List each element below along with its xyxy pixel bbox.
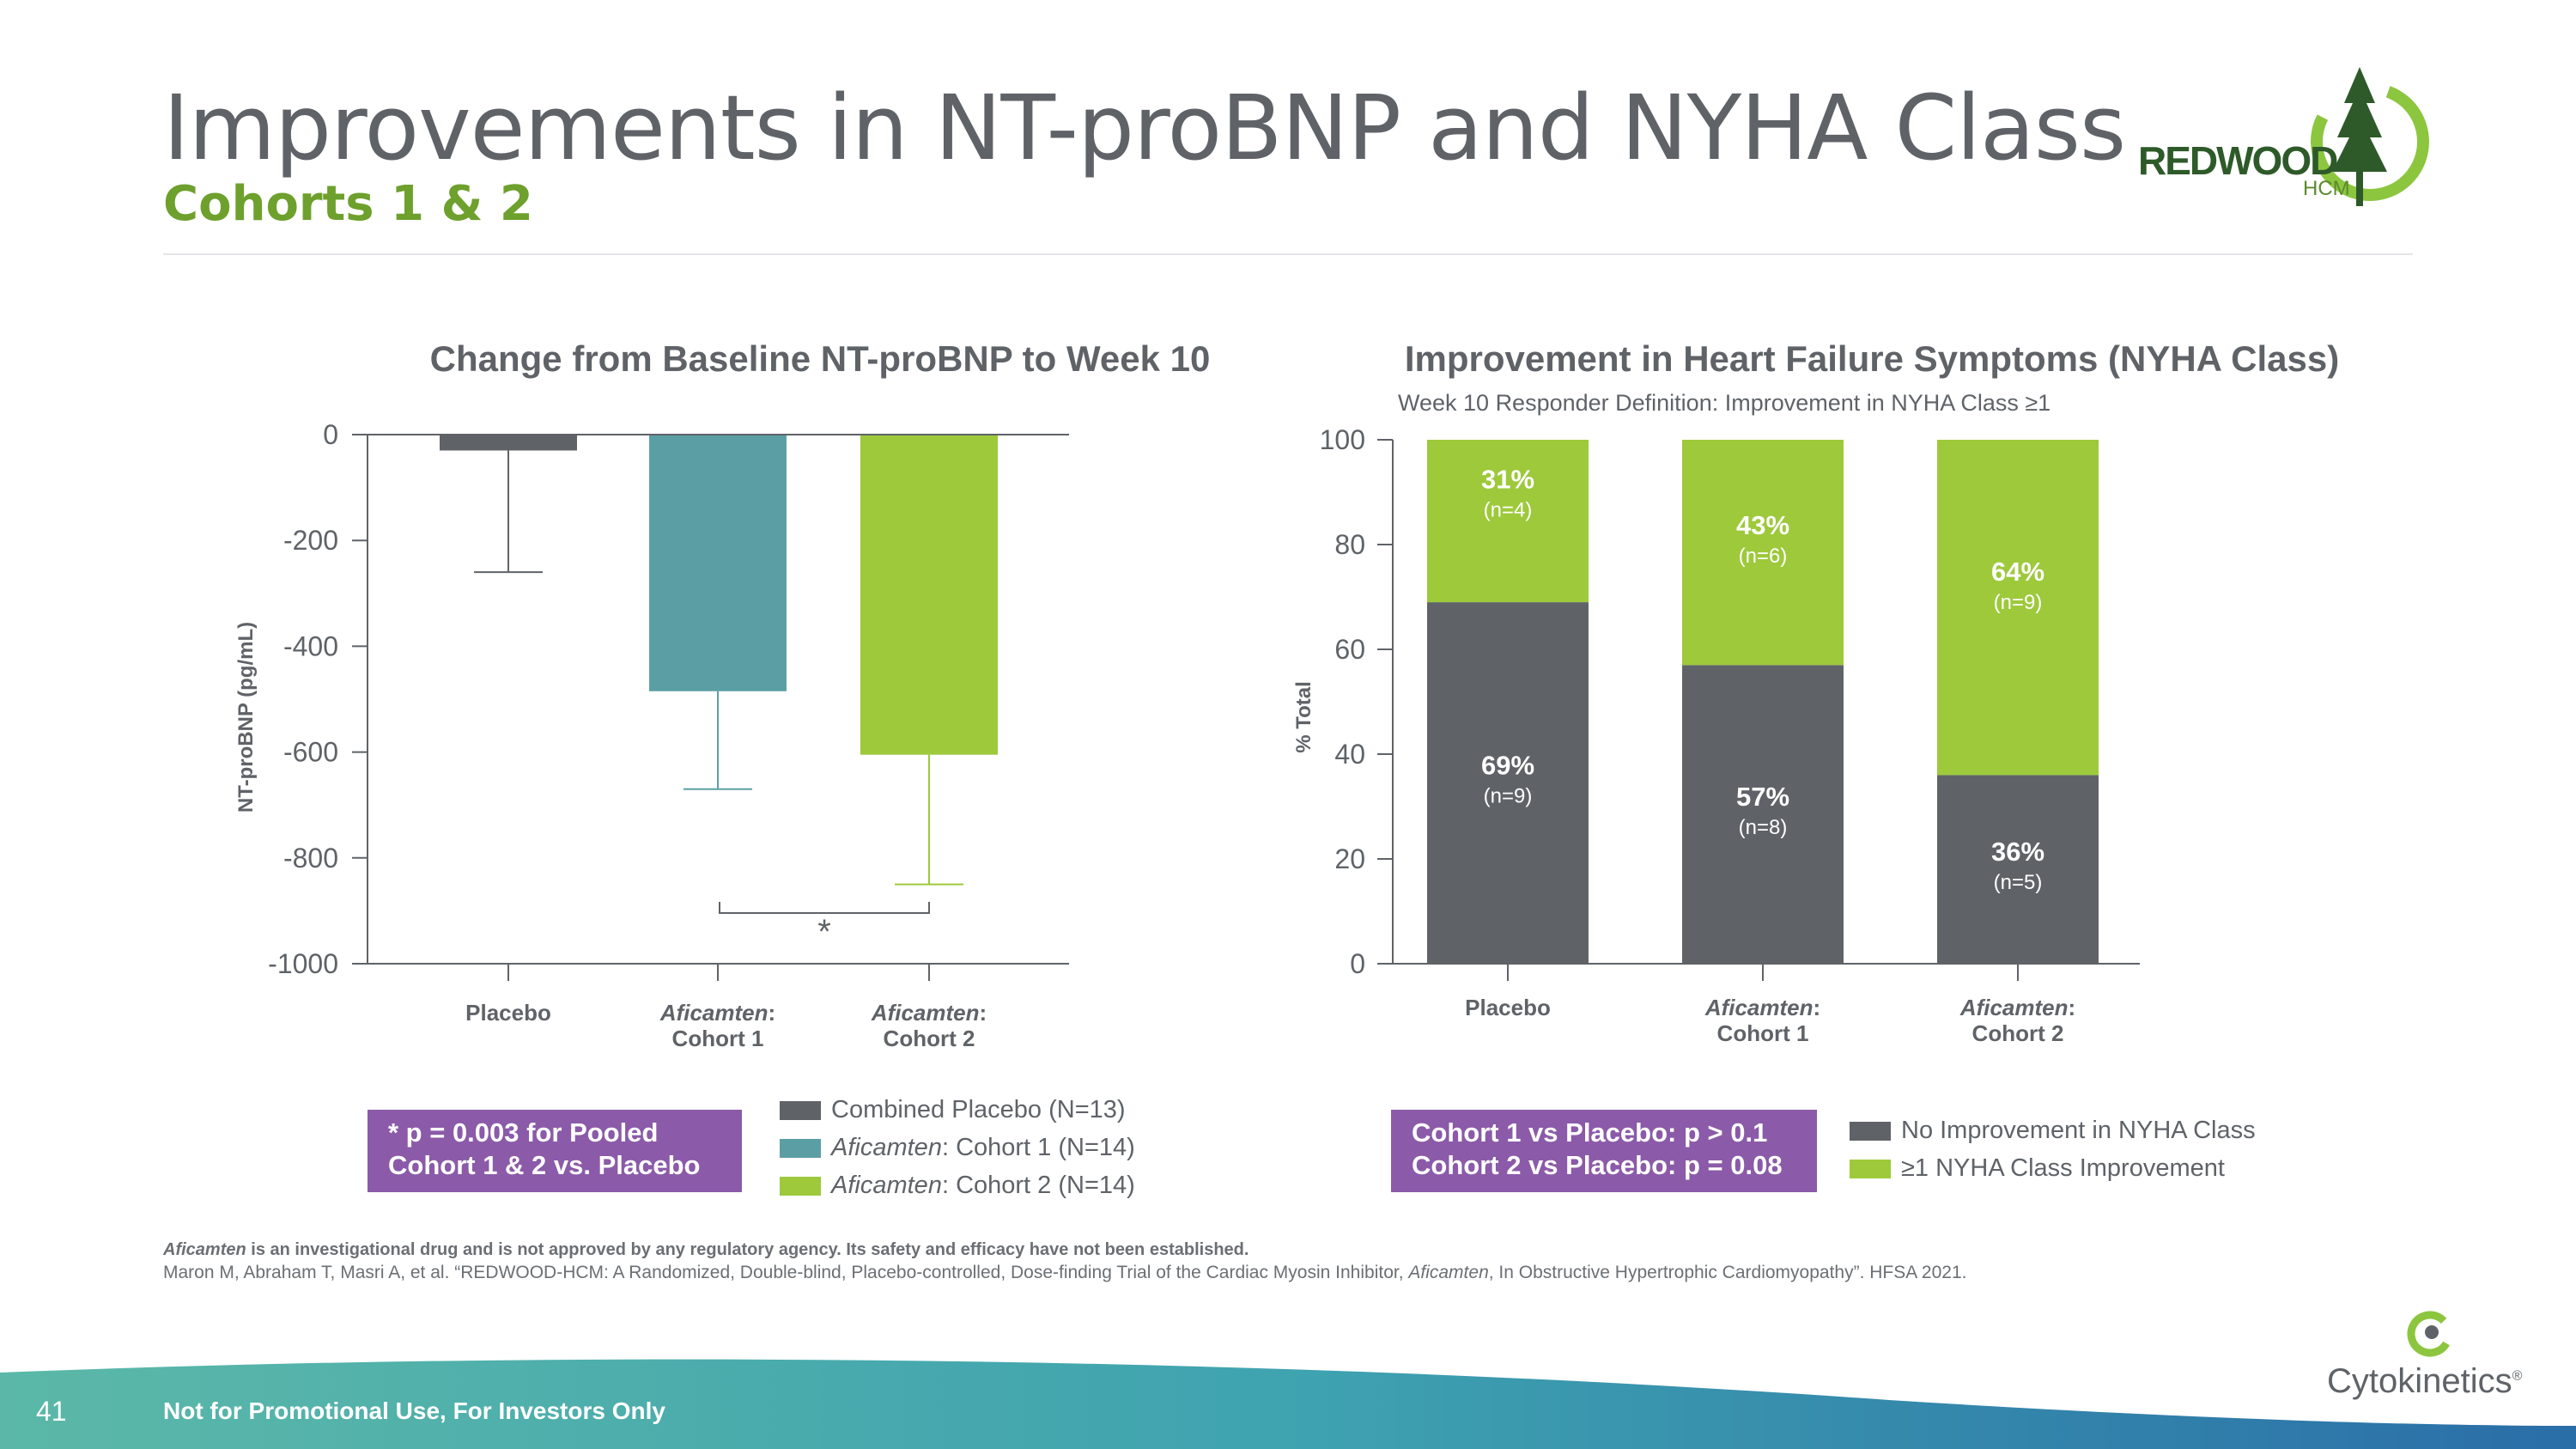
legend-swatch bbox=[1850, 1159, 1891, 1178]
page-number: 41 bbox=[36, 1396, 67, 1427]
x-tick-label: Cohort 1 bbox=[1717, 1020, 1809, 1046]
y-tick-label: -1000 bbox=[268, 948, 338, 979]
x-tick-label: Placebo bbox=[465, 1000, 551, 1026]
bar bbox=[860, 435, 998, 755]
y-tick-label: 80 bbox=[1334, 529, 1365, 560]
bar-n-label: (n=8) bbox=[1739, 816, 1788, 839]
y-tick-label: 0 bbox=[1350, 948, 1365, 979]
charts-canvas: Change from Baseline NT-proBNP to Week 1… bbox=[234, 338, 2339, 1051]
page-title: Improvements in NT-proBNP and NYHA Class bbox=[163, 76, 2126, 180]
significance-bracket bbox=[719, 902, 930, 914]
x-tick-label-drug: Aficamten: bbox=[1959, 995, 2075, 1020]
chart1-y-axis-label: NT-proBNP (pg/mL) bbox=[234, 622, 258, 813]
legend-swatch bbox=[780, 1138, 821, 1158]
nyha-stacked-bar-chart: Improvement in Heart Failure Symptoms (N… bbox=[1292, 338, 2339, 1046]
legend-drug: Aficamten bbox=[831, 1172, 942, 1199]
legend-swatch bbox=[780, 1176, 821, 1196]
bar-percent-label: 57% bbox=[1736, 782, 1789, 812]
logo-subtext: HCM bbox=[2303, 177, 2350, 200]
legend-label: ≥1 NYHA Class Improvement bbox=[1901, 1154, 2225, 1182]
bar-n-label: (n=6) bbox=[1739, 545, 1788, 568]
chart2-note-line: Cohort 1 vs Placebo: p > 0.1 bbox=[1412, 1117, 1768, 1148]
legend-label: : Cohort 1 (N=14) bbox=[941, 1134, 1135, 1161]
reference-drug: Aficamten bbox=[1408, 1263, 1489, 1282]
chart1-note-line: Cohort 1 & 2 vs. Placebo bbox=[388, 1150, 701, 1180]
tree-icon bbox=[2311, 67, 2429, 206]
chart2-legend-improvement: ≥1 NYHA Class Improvement bbox=[1850, 1154, 2225, 1183]
chart1-pvalue-note: * p = 0.003 for Pooled Cohort 1 & 2 vs. … bbox=[368, 1110, 742, 1192]
y-tick-label: -200 bbox=[283, 525, 338, 556]
legend-swatch bbox=[1850, 1121, 1891, 1141]
bar bbox=[649, 435, 787, 691]
y-tick-label: -400 bbox=[283, 630, 338, 661]
footer-band bbox=[0, 1359, 2576, 1449]
bar-improvement bbox=[1937, 440, 2099, 776]
y-tick-label: -800 bbox=[283, 843, 338, 874]
chart1-title: Change from Baseline NT-proBNP to Week 1… bbox=[430, 338, 1211, 379]
chart2-y-axis-label: % Total bbox=[1292, 681, 1315, 753]
chart2-pvalue-note: Cohort 1 vs Placebo: p > 0.1 Cohort 2 vs… bbox=[1391, 1110, 1817, 1192]
bar-no-improvement bbox=[1937, 775, 2099, 964]
bar-percent-label: 43% bbox=[1736, 510, 1789, 540]
x-tick-label: Cohort 1 bbox=[672, 1026, 764, 1051]
chart1-legend-cohort1: Aficamten: Cohort 1 (N=14) bbox=[780, 1134, 1135, 1162]
company-name: Cytokinetics® bbox=[2327, 1362, 2522, 1401]
company-wordmark: Cytokinetics bbox=[2327, 1362, 2512, 1400]
legend-swatch bbox=[780, 1100, 821, 1120]
y-tick-label: 60 bbox=[1334, 634, 1365, 665]
reference-post: , In Obstructive Hypertrophic Cardiomyop… bbox=[1488, 1263, 1967, 1282]
bar-n-label: (n=9) bbox=[1484, 785, 1533, 808]
disclaimer-text: is an investigational drug and is not ap… bbox=[246, 1240, 1249, 1259]
legend-label: Combined Placebo (N=13) bbox=[831, 1096, 1126, 1123]
bar-n-label: (n=4) bbox=[1484, 499, 1533, 522]
chart1-note-line: * p = 0.003 for Pooled bbox=[388, 1117, 659, 1148]
y-tick-label: 0 bbox=[323, 419, 338, 450]
y-tick-label: 40 bbox=[1334, 739, 1365, 770]
bar-no-improvement bbox=[1427, 602, 1589, 964]
logo-wordmark: REDWOOD bbox=[2138, 138, 2338, 183]
chart2-title: Improvement in Heart Failure Symptoms (N… bbox=[1405, 338, 2339, 379]
y-tick-label: -600 bbox=[283, 737, 338, 768]
x-tick-label-drug: Aficamten: bbox=[659, 1000, 775, 1026]
bar-n-label: (n=5) bbox=[1994, 871, 2043, 894]
chart1-legend-cohort2: Aficamten: Cohort 2 (N=14) bbox=[780, 1172, 1135, 1200]
legend-label: No Improvement in NYHA Class bbox=[1901, 1117, 2256, 1144]
reference: Maron M, Abraham T, Masri A, et al. “RED… bbox=[163, 1263, 1967, 1283]
x-tick-label-drug: Aficamten: bbox=[871, 1000, 987, 1026]
footer-disclaimer: Not for Promotional Use, For Investors O… bbox=[163, 1397, 665, 1424]
disclaimer-drug: Aficamten bbox=[163, 1240, 246, 1259]
y-tick-label: 20 bbox=[1334, 843, 1365, 874]
bar-n-label: (n=9) bbox=[1994, 591, 2043, 614]
y-tick-label: 100 bbox=[1320, 424, 1365, 455]
bar-improvement bbox=[1427, 440, 1589, 603]
bar-no-improvement bbox=[1682, 665, 1844, 964]
x-tick-label: Cohort 2 bbox=[1972, 1020, 2064, 1046]
x-tick-label-drug: Aficamten: bbox=[1704, 995, 1820, 1020]
reference-pre: Maron M, Abraham T, Masri A, et al. “RED… bbox=[163, 1263, 1409, 1282]
ntprobnp-bar-chart: Change from Baseline NT-proBNP to Week 1… bbox=[234, 338, 1210, 1051]
chart2-subtitle: Week 10 Responder Definition: Improvemen… bbox=[1398, 390, 2050, 416]
bar-percent-label: 64% bbox=[1991, 557, 2044, 587]
significance-asterisk: * bbox=[817, 913, 831, 951]
cytokinetics-icon bbox=[2407, 1311, 2453, 1357]
x-tick-label: Placebo bbox=[1465, 995, 1551, 1020]
title-divider bbox=[163, 253, 2413, 255]
x-tick-label: Cohort 2 bbox=[884, 1026, 975, 1051]
company-trademark: ® bbox=[2512, 1368, 2523, 1384]
chart2-legend-no-improvement: No Improvement in NYHA Class bbox=[1850, 1117, 2256, 1145]
bar-percent-label: 31% bbox=[1481, 465, 1534, 495]
bar bbox=[440, 435, 577, 451]
redwood-hcm-logo: REDWOOD HCM bbox=[2138, 60, 2430, 215]
bar-percent-label: 69% bbox=[1481, 751, 1534, 781]
bar-improvement bbox=[1682, 440, 1844, 666]
chart1-legend-placebo: Combined Placebo (N=13) bbox=[780, 1096, 1126, 1124]
legend-drug: Aficamten bbox=[831, 1134, 942, 1161]
chart2-note-line: Cohort 2 vs Placebo: p = 0.08 bbox=[1412, 1150, 1783, 1180]
legend-label: : Cohort 2 (N=14) bbox=[941, 1172, 1135, 1199]
page-subtitle: Cohorts 1 & 2 bbox=[163, 176, 533, 232]
bar-percent-label: 36% bbox=[1991, 837, 2044, 867]
disclaimer: Aficamten is an investigational drug and… bbox=[163, 1240, 1249, 1260]
